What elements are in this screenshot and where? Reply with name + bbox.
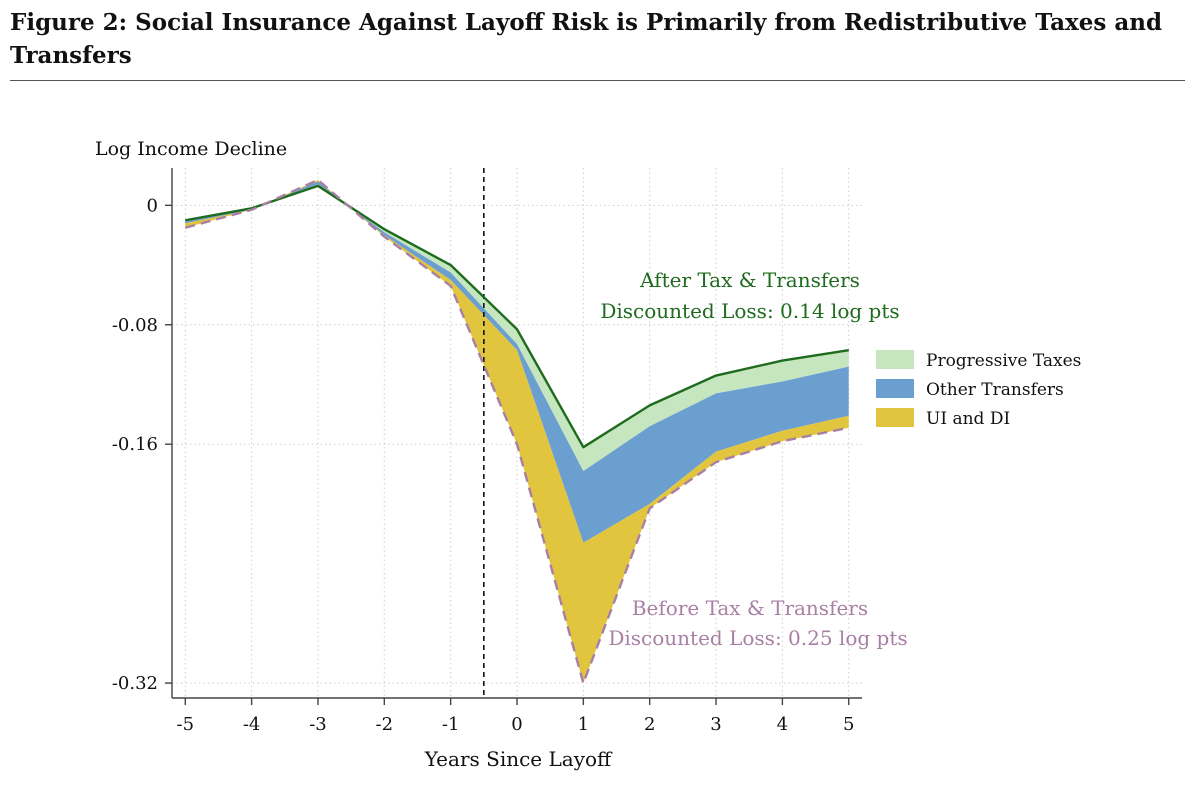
x-tick-label: -2: [376, 714, 394, 735]
y-axis-label: Log Income Decline: [95, 138, 287, 160]
legend-label: Progressive Taxes: [926, 351, 1081, 371]
legend-label: Other Transfers: [926, 380, 1064, 400]
before-annotation-loss: Discounted Loss: 0.25 log pts: [608, 626, 907, 650]
y-tick-label: -0.32: [112, 673, 158, 694]
legend-swatch: [876, 408, 914, 427]
legend-label: UI and DI: [926, 409, 1010, 429]
legend-swatch: [876, 379, 914, 398]
x-tick-label: 1: [578, 714, 589, 735]
after-annotation-title: After Tax & Transfers: [639, 268, 860, 292]
band-progressive-taxes: [185, 184, 849, 472]
band-other-transfers: [185, 181, 849, 543]
title-divider: [10, 80, 1185, 81]
x-tick-label: 0: [511, 714, 522, 735]
x-tick-label: -3: [309, 714, 327, 735]
x-tick-label: -5: [176, 714, 194, 735]
figure-title: Figure 2: Social Insurance Against Layof…: [10, 9, 1163, 69]
x-tick-label: 2: [644, 714, 655, 735]
band-ui-and-di: [185, 179, 849, 684]
x-tick-label: 4: [777, 714, 788, 735]
x-tick-label: -4: [243, 714, 261, 735]
legend-swatch: [876, 350, 914, 369]
x-tick-label: 5: [843, 714, 854, 735]
y-tick-label: -0.16: [112, 434, 158, 455]
after-annotation-loss: Discounted Loss: 0.14 log pts: [600, 299, 899, 323]
y-tick-label: -0.08: [112, 315, 158, 336]
y-tick-label: 0: [147, 195, 158, 216]
x-axis-label: Years Since Layoff: [424, 747, 613, 771]
before-annotation-title: Before Tax & Transfers: [632, 596, 868, 620]
x-tick-label: -1: [442, 714, 460, 735]
x-tick-label: 3: [710, 714, 721, 735]
